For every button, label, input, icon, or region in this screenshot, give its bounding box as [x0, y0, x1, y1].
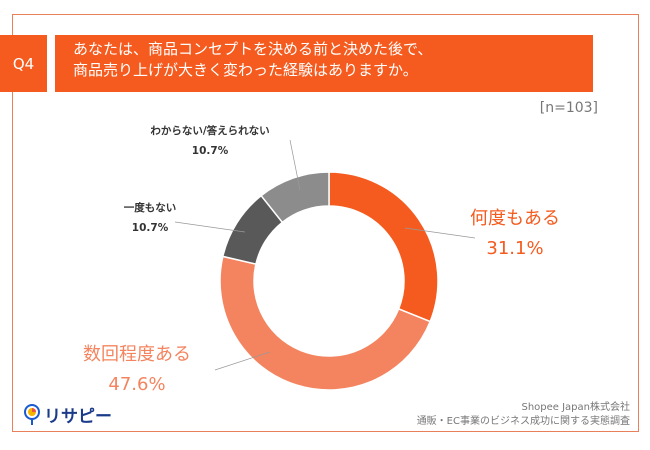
donut-slice-3: [260, 171, 330, 224]
title-line-1: あなたは、商品コンセプトを決める前と決めた後で、: [73, 40, 433, 58]
title-line-2: 商品売り上げが大きく変わった経験はありますか。: [73, 61, 418, 79]
leader-line-2: [174, 221, 246, 233]
source-line-1: Shopee Japan株式会社: [521, 402, 630, 413]
leader-line-0: [404, 227, 476, 239]
value-label: 10.7%: [131, 222, 169, 234]
value-label: 10.7%: [191, 145, 229, 157]
logo: リサピー: [24, 402, 112, 427]
logo-text: リサピー: [44, 407, 112, 427]
category-label: わからない/答えられない: [150, 125, 270, 137]
donut-slice-1: [219, 255, 432, 391]
leader-line-3: [289, 139, 301, 191]
label-slice-2: 一度もない 10.7%: [110, 198, 190, 238]
label-slice-0: 何度もある 31.1%: [460, 204, 570, 264]
sample-size: [n=103]: [539, 100, 598, 116]
chart-frame: [12, 14, 639, 432]
logo-pin-icon: [24, 403, 40, 425]
value-label: 47.6%: [108, 374, 166, 395]
category-label: 何度もある: [470, 208, 560, 229]
source-line-2: 通販・EC事業のビジネス成功に関する実態調査: [416, 416, 630, 427]
label-slice-3: わからない/答えられない 10.7%: [130, 121, 290, 161]
value-label: 31.1%: [486, 238, 544, 259]
source-note: Shopee Japan株式会社 通販・EC事業のビジネス成功に関する実態調査: [417, 401, 630, 429]
label-slice-1: 数回程度ある 47.6%: [82, 340, 192, 400]
question-title: あなたは、商品コンセプトを決める前と決めた後で、 商品売り上げが大きく変わった経…: [55, 35, 593, 92]
category-label: 一度もない: [123, 202, 177, 214]
category-label: 数回程度ある: [83, 344, 191, 365]
donut-slice-0: [328, 171, 439, 323]
leader-line-1: [214, 351, 271, 371]
question-label: Q4: [0, 35, 47, 92]
